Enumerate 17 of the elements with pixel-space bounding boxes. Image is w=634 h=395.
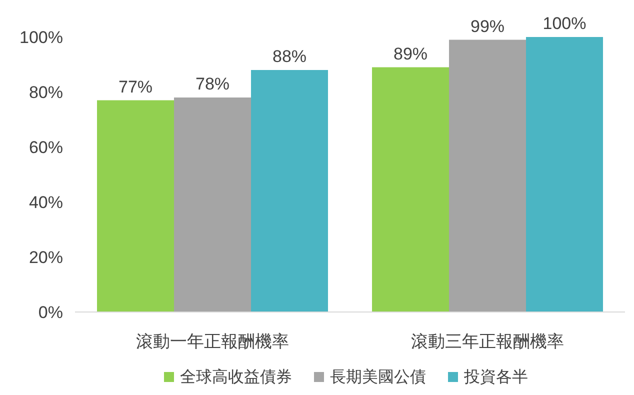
y-tick-label: 80% [28,83,63,102]
y-tick-label: 20% [28,248,63,267]
data-label: 100% [542,14,586,33]
data-label: 78% [195,74,230,94]
data-label: 99% [470,16,505,36]
y-tick-label: 0% [38,303,63,322]
x-tick-label: 滾動三年正報酬機率 [411,332,564,351]
legend-label: 長期美國公債 [330,368,426,386]
legend-label: 投資各半 [463,368,528,386]
y-tick-label: 40% [28,193,63,212]
data-label: 88% [272,47,307,66]
x-tick-label: 滾動一年正報酬機率 [136,332,289,351]
data-label: 89% [393,44,428,64]
data-label: 77% [118,77,153,96]
legend-label: 全球高收益債券 [180,368,292,386]
y-tick-label: 60% [28,138,63,157]
y-tick-label: 100% [20,28,63,47]
